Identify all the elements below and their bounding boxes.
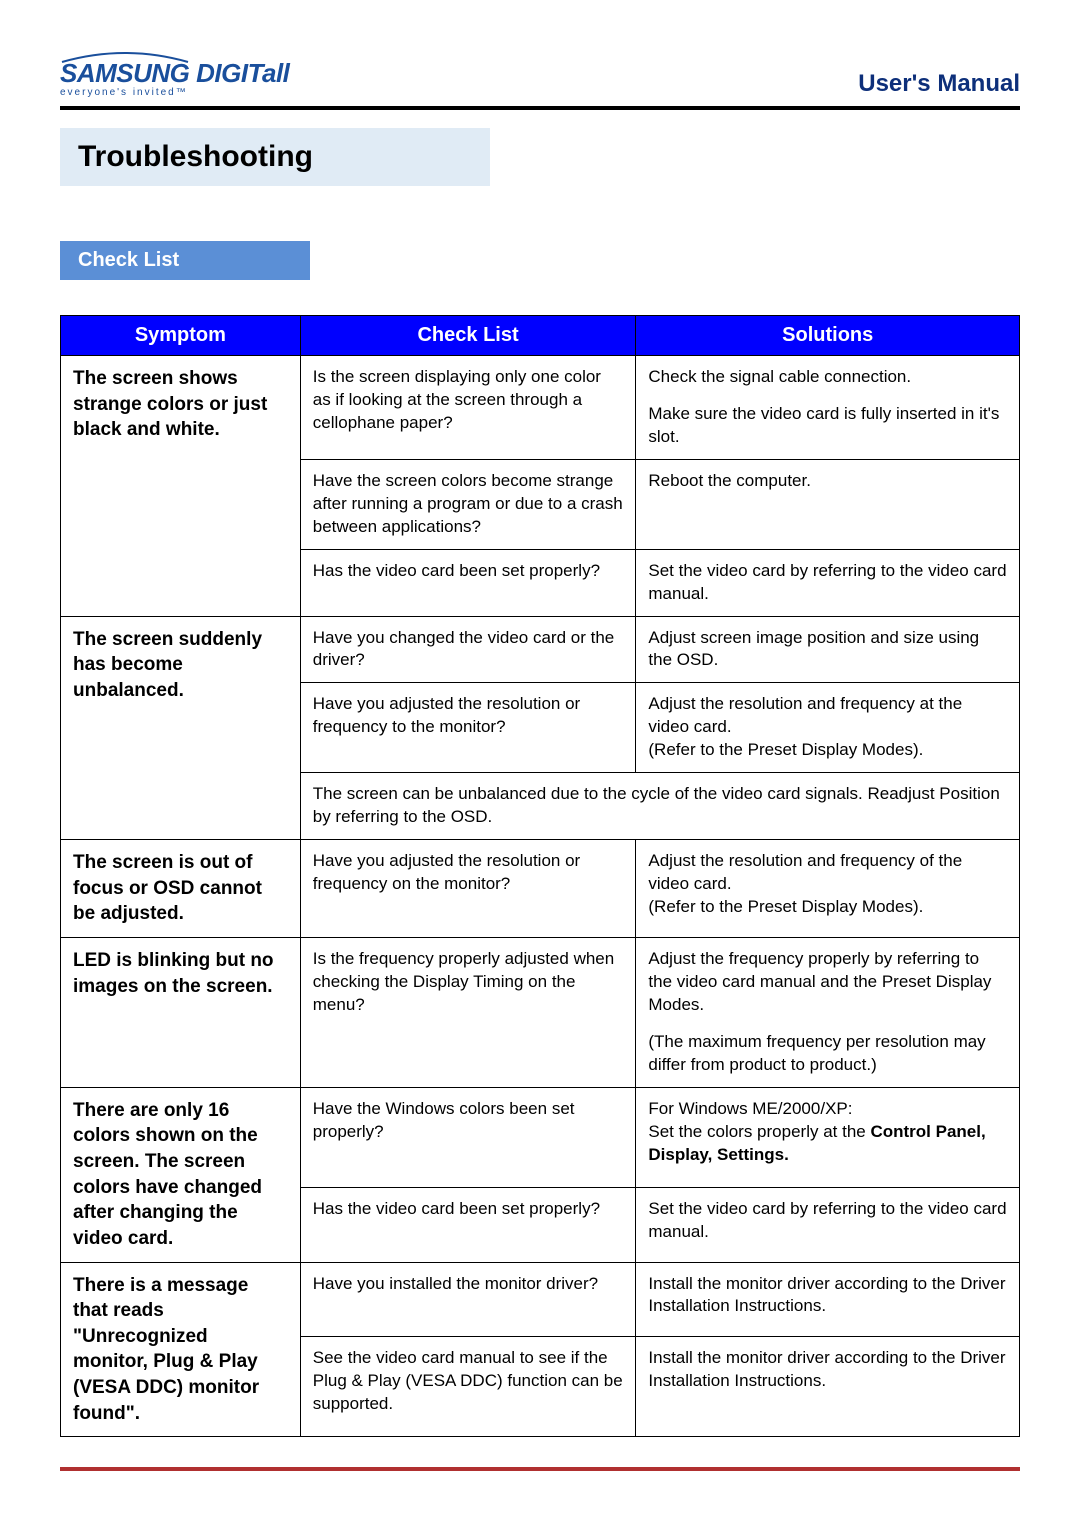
solution-text: Check the signal cable connection. <box>648 366 1007 389</box>
table-row: The screen suddenly has become unbalance… <box>61 616 1020 683</box>
check-cell: Have you changed the video card or the d… <box>300 616 636 683</box>
symptom-cell: LED is blinking but no images on the scr… <box>61 937 301 1087</box>
check-cell: Have you adjusted the resolution or freq… <box>300 683 636 773</box>
check-cell: Have you adjusted the resolution or freq… <box>300 840 636 938</box>
check-cell: Have you installed the monitor driver? <box>300 1262 636 1337</box>
check-cell: Has the video card been set properly? <box>300 549 636 616</box>
solution-cell: Adjust the frequency properly by referri… <box>636 937 1020 1087</box>
solution-cell: Reboot the computer. <box>636 459 1020 549</box>
logo-text: SAMSUNG DIGITall <box>60 60 289 86</box>
solution-cell: Adjust screen image position and size us… <box>636 616 1020 683</box>
solution-cell: Set the video card by referring to the v… <box>636 1187 1020 1262</box>
troubleshoot-table: Symptom Check List Solutions The screen … <box>60 315 1020 1437</box>
check-cell: Is the screen displaying only one color … <box>300 356 636 460</box>
solution-cell: Adjust the resolution and frequency at t… <box>636 683 1020 773</box>
check-cell: Have the screen colors become strange af… <box>300 459 636 549</box>
check-cell: Has the video card been set properly? <box>300 1187 636 1262</box>
header-divider <box>60 106 1020 110</box>
solution-text: Install the monitor driver according to … <box>648 1273 1007 1319</box>
solution-text: Adjust the frequency properly by referri… <box>648 948 1007 1017</box>
solution-text: Make sure the video card is fully insert… <box>648 403 1007 449</box>
table-row: LED is blinking but no images on the scr… <box>61 937 1020 1087</box>
page-header: SAMSUNG DIGITall everyone's invited™ Use… <box>60 50 1020 98</box>
solution-text: (The maximum frequency per resolution ma… <box>648 1031 1007 1077</box>
symptom-cell: The screen shows strange colors or just … <box>61 356 301 617</box>
solution-cell: Check the signal cable connection. Make s… <box>636 356 1020 460</box>
solution-text: Adjust the resolution and frequency of t… <box>648 850 1007 919</box>
table-row: The screen shows strange colors or just … <box>61 356 1020 460</box>
symptom-cell: The screen is out of focus or OSD cannot… <box>61 840 301 938</box>
table-row: There are only 16 colors shown on the sc… <box>61 1087 1020 1187</box>
subsection-label: Check List <box>60 241 310 280</box>
full-span-cell: The screen can be unbalanced due to the … <box>300 773 1019 840</box>
manual-title: User's Manual <box>858 70 1020 98</box>
symptom-cell: There are only 16 colors shown on the sc… <box>61 1087 301 1262</box>
section-title: Troubleshooting <box>78 140 313 173</box>
check-cell: See the video card manual to see if the … <box>300 1337 636 1437</box>
solution-cell: Install the monitor driver according to … <box>636 1262 1020 1337</box>
logo-tagline: everyone's invited™ <box>60 88 289 98</box>
section-title-bar: Troubleshooting <box>60 128 490 186</box>
table-row: The screen is out of focus or OSD cannot… <box>61 840 1020 938</box>
solution-text: Set the video card by referring to the v… <box>648 1198 1007 1244</box>
solution-text: Set the video card by referring to the v… <box>648 560 1007 606</box>
col-checklist: Check List <box>300 316 636 356</box>
table-body: The screen shows strange colors or just … <box>61 356 1020 1437</box>
check-cell: Is the frequency properly adjusted when … <box>300 937 636 1087</box>
document-page: SAMSUNG DIGITall everyone's invited™ Use… <box>0 0 1080 1501</box>
solution-cell: For Windows ME/2000/XP:Set the colors pr… <box>636 1087 1020 1187</box>
col-solutions: Solutions <box>636 316 1020 356</box>
footer-divider <box>60 1467 1020 1471</box>
symptom-cell: There is a message that reads "Unrecogni… <box>61 1262 301 1437</box>
solution-cell: Set the video card by referring to the v… <box>636 549 1020 616</box>
solution-cell: Install the monitor driver according to … <box>636 1337 1020 1437</box>
table-row: There is a message that reads "Unrecogni… <box>61 1262 1020 1337</box>
col-symptom: Symptom <box>61 316 301 356</box>
solution-text: Adjust screen image position and size us… <box>648 627 1007 673</box>
table-header-row: Symptom Check List Solutions <box>61 316 1020 356</box>
symptom-cell: The screen suddenly has become unbalance… <box>61 616 301 840</box>
check-cell: Have the Windows colors been set properl… <box>300 1087 636 1187</box>
solution-text: Adjust the resolution and frequency at t… <box>648 693 1007 762</box>
brand-logo: SAMSUNG DIGITall everyone's invited™ <box>60 50 289 98</box>
solution-text: Install the monitor driver according to … <box>648 1347 1007 1393</box>
solution-cell: Adjust the resolution and frequency of t… <box>636 840 1020 938</box>
solution-text: Reboot the computer. <box>648 470 1007 493</box>
